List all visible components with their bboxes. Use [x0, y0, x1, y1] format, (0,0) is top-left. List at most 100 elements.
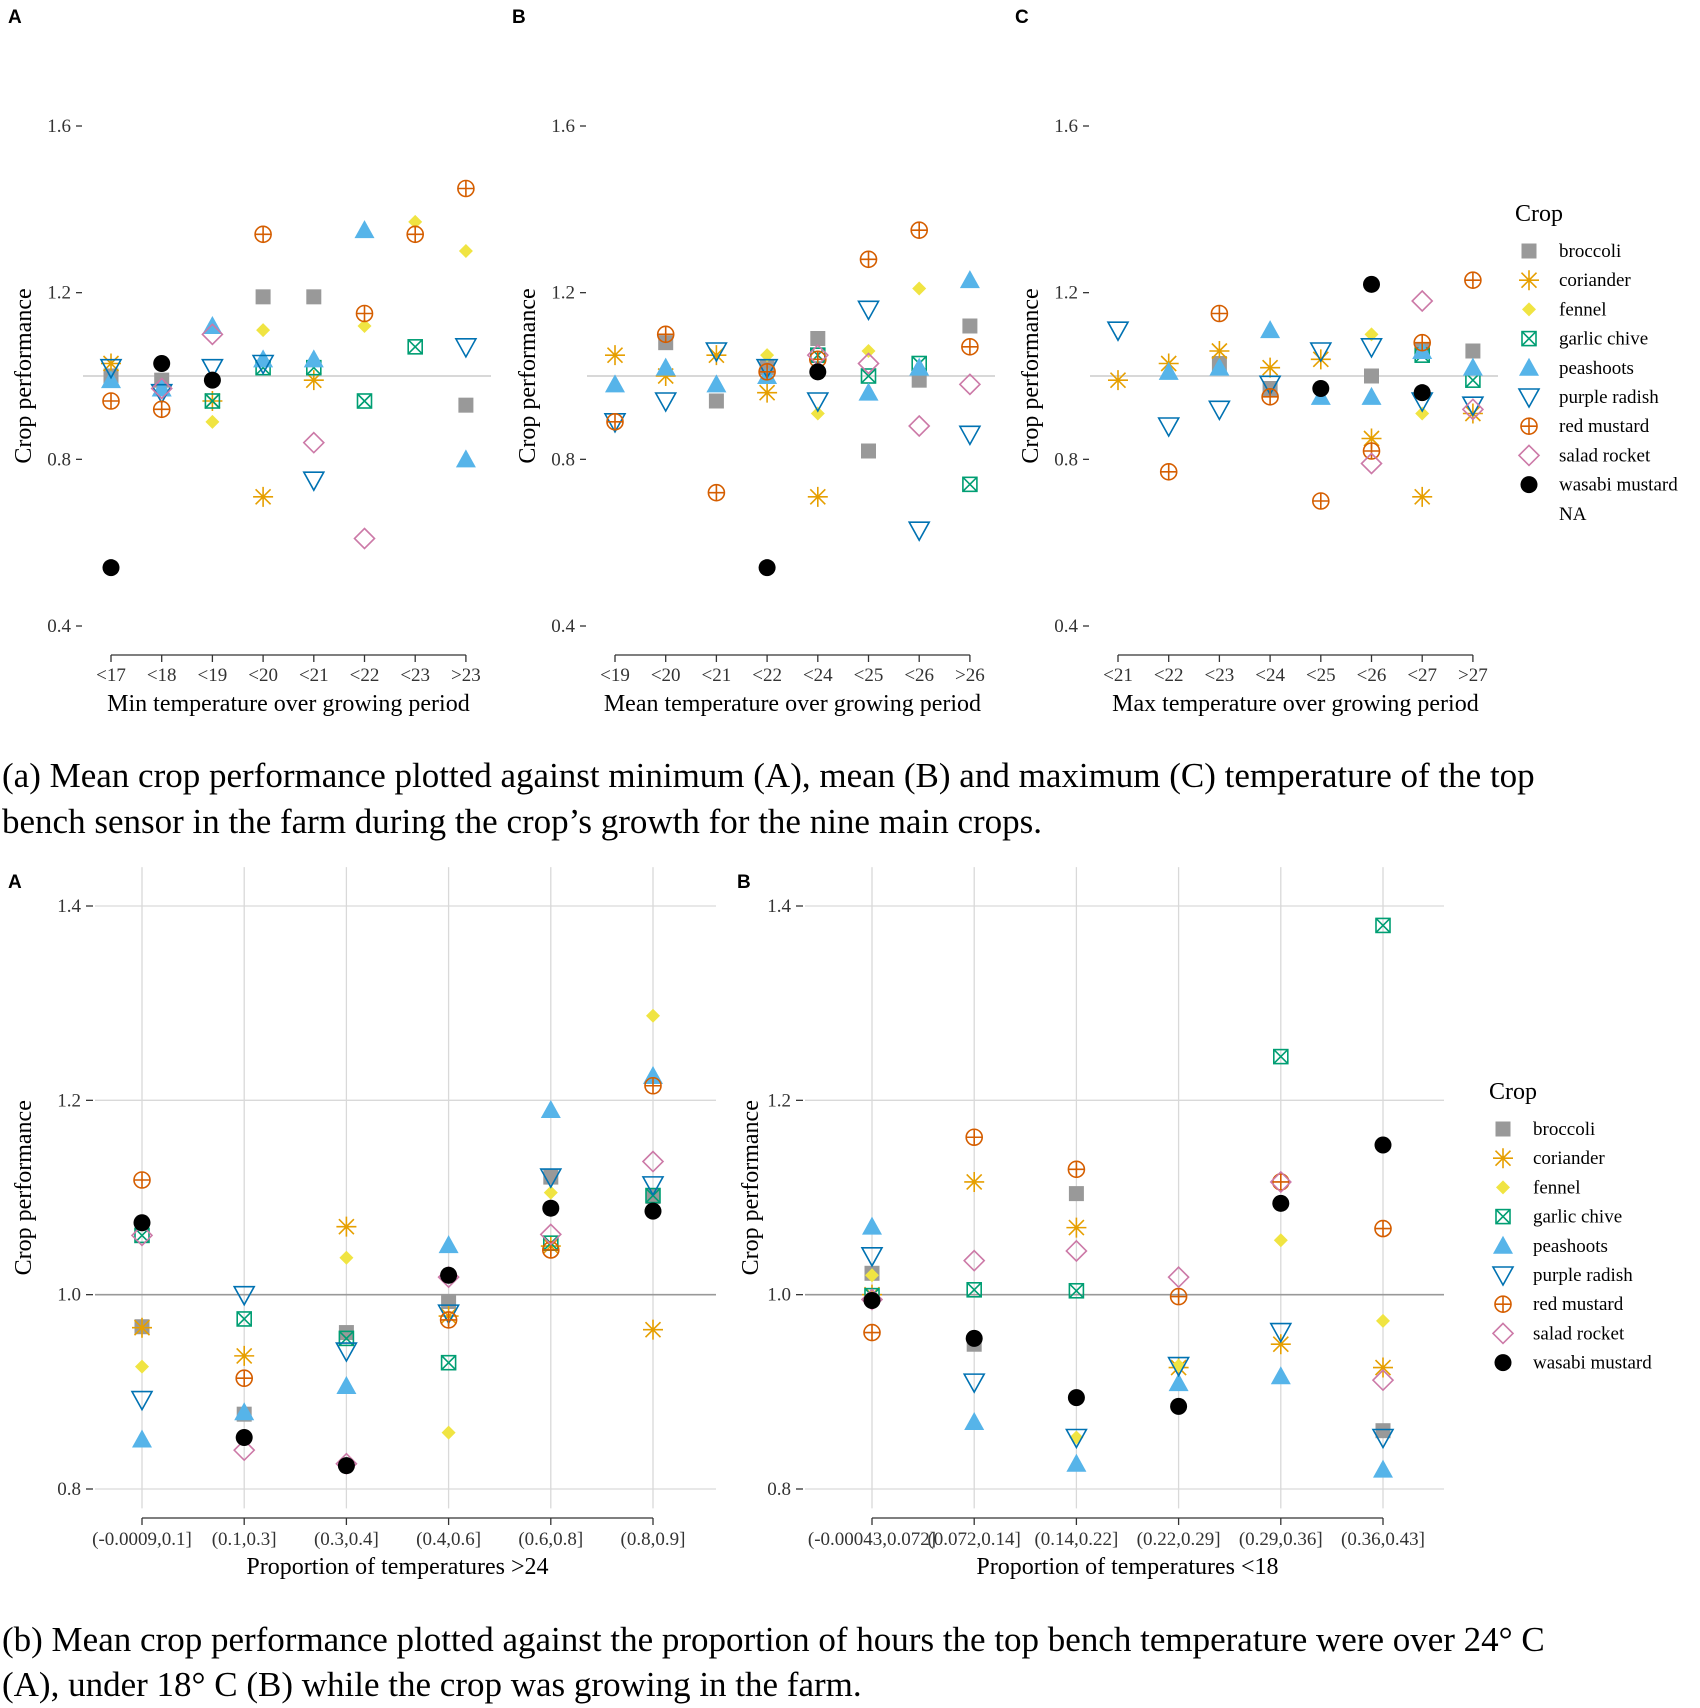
x-tick-label: <25 — [854, 665, 884, 686]
point-red-mustard — [965, 1128, 984, 1147]
x-tick-label: <18 — [147, 665, 177, 686]
x-tick-label: (0.22,0.29] — [1137, 1529, 1221, 1550]
point-fennel — [441, 1425, 456, 1440]
point-coriander — [1373, 1357, 1393, 1378]
y-tick-label: 0.4 — [1054, 616, 1078, 637]
point-red-mustard — [656, 325, 675, 344]
point-red-mustard — [102, 392, 120, 410]
series-fennel — [205, 214, 473, 429]
point-peashoots — [964, 1411, 985, 1430]
point-garlic-chive — [962, 476, 978, 493]
legend-title: Crop — [1489, 1079, 1537, 1105]
point-wasabi-mustard — [153, 355, 171, 372]
point-fennel — [865, 1268, 879, 1283]
point-broccoli — [1465, 343, 1481, 359]
caption-a-line-2: bench sensor in the farm during the crop… — [2, 802, 1042, 841]
point-red-mustard — [1312, 492, 1330, 510]
point-coriander — [757, 382, 778, 403]
point-purple-radish — [1269, 1322, 1293, 1344]
point-coriander — [1462, 403, 1483, 424]
point-peashoots — [336, 1376, 357, 1395]
point-fennel — [135, 1359, 149, 1374]
chart-b-A: A 0.8 1.0 1.2 1.4 Crop performance (-0.0009,0.… — [8, 867, 716, 1580]
x-axis-title: Proportion of temperatures >24 — [246, 1554, 548, 1580]
x-tick-label: (0.36,0.43] — [1341, 1529, 1425, 1550]
point-peashoots — [1209, 357, 1230, 376]
point-red-mustard — [1159, 463, 1178, 481]
point-coriander — [706, 345, 727, 366]
point-garlic-chive — [1375, 917, 1391, 934]
x-tick-label: <17 — [96, 665, 126, 686]
point-salad-rocket — [1360, 452, 1383, 475]
series-wasabi-mustard — [863, 1136, 1392, 1415]
point-peashoots — [909, 357, 930, 376]
point-red-mustard — [235, 1369, 253, 1388]
point-red-mustard — [758, 363, 776, 381]
point-purple-radish — [251, 354, 275, 376]
y-tick-label: 1.0 — [767, 1285, 791, 1306]
point-purple-radish — [857, 300, 880, 321]
point-wasabi-mustard — [965, 1329, 983, 1347]
x-tick-label: <21 — [702, 665, 732, 686]
legend-label-broccoli: broccoli — [1559, 241, 1621, 262]
point-peashoots — [151, 378, 172, 397]
legend-label-salad-rocket: salad rocket — [1533, 1323, 1625, 1344]
point-broccoli — [1364, 368, 1379, 384]
point-red-mustard — [1210, 304, 1229, 323]
point-peashoots — [1260, 320, 1281, 339]
point-purple-radish — [806, 392, 830, 413]
point-purple-radish — [755, 358, 779, 380]
point-purple-radish — [1157, 417, 1181, 438]
point-purple-radish — [130, 1390, 154, 1412]
point-wasabi-mustard — [235, 1429, 253, 1447]
point-salad-rocket — [963, 1249, 986, 1272]
y-axis-title: Crop performance — [11, 1100, 37, 1275]
point-red-mustard — [1067, 1160, 1086, 1179]
x-tick-label: >26 — [955, 665, 985, 686]
series-purple-radish — [130, 1168, 665, 1412]
point-purple-radish — [302, 471, 326, 492]
chart-a-A: A 0.4 0.8 1.2 1.6 Crop performance <17 <18 <19 <2… — [8, 7, 491, 717]
point-fennel — [1376, 1313, 1390, 1328]
x-axis-title: Mean temperature over growing period — [604, 691, 981, 717]
point-purple-radish — [1065, 1428, 1088, 1450]
point-peashoots — [605, 374, 625, 393]
x-tick-label: (0.29,0.36] — [1239, 1529, 1323, 1550]
legend-key-coriander — [1519, 270, 1539, 291]
series-red-mustard — [102, 179, 475, 419]
x-tick-label: <23 — [400, 665, 430, 686]
point-wasabi-mustard — [863, 1291, 881, 1309]
point-salad-rocket — [353, 527, 376, 550]
y-tick-label: 0.4 — [551, 616, 575, 637]
point-peashoots — [1361, 386, 1382, 405]
point-peashoots — [253, 349, 274, 368]
point-garlic-chive — [440, 1354, 457, 1371]
series-fennel — [135, 1008, 660, 1440]
series-garlic-chive — [809, 347, 978, 493]
y-tick-label: 0.8 — [57, 1479, 81, 1500]
x-tick-label: <22 — [1154, 665, 1184, 686]
series-salad-rocket — [130, 1150, 665, 1475]
point-red-mustard — [1374, 1219, 1392, 1238]
point-garlic-chive — [356, 393, 373, 409]
point-peashoots — [1462, 357, 1483, 376]
legend-key-garlic-chive — [1521, 330, 1537, 347]
point-red-mustard — [863, 1323, 881, 1342]
point-fennel — [1415, 406, 1430, 421]
point-purple-radish — [907, 521, 931, 542]
point-red-mustard — [606, 413, 624, 431]
point-broccoli — [861, 443, 876, 459]
point-wasabi-mustard — [1067, 1389, 1085, 1407]
point-broccoli — [306, 289, 322, 305]
legend-key-garlic-chive — [1495, 1208, 1511, 1225]
series-wasabi-mustard — [133, 1199, 662, 1475]
point-red-mustard — [1464, 271, 1482, 289]
legend-label-wasabi-mustard: wasabi mustard — [1559, 475, 1678, 496]
y-tick-label: 1.2 — [551, 283, 575, 304]
point-coriander — [1361, 428, 1382, 449]
x-tick-label: (0.072,0.14] — [927, 1529, 1020, 1550]
point-garlic-chive — [407, 339, 424, 355]
point-salad-rocket — [958, 373, 982, 396]
legend-key-red-mustard — [1494, 1295, 1512, 1313]
